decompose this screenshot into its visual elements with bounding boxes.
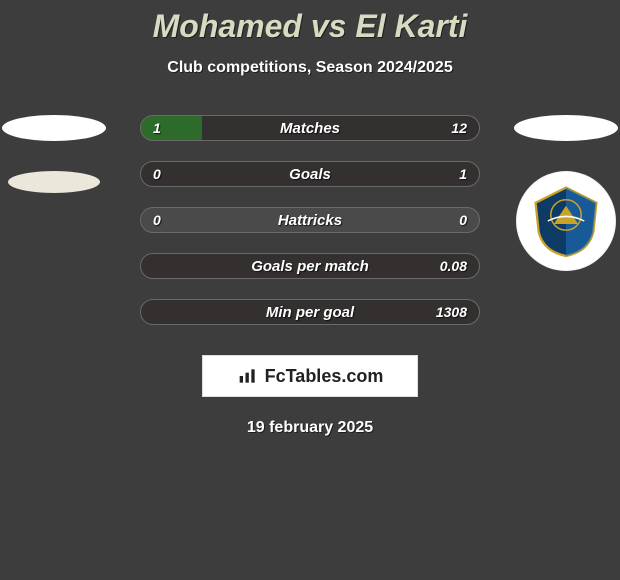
stat-row: 112Matches: [140, 115, 480, 141]
logo-text: FcTables.com: [265, 366, 384, 387]
fctables-logo[interactable]: FcTables.com: [202, 355, 418, 397]
stat-values: 0.08: [141, 254, 479, 278]
stat-row: 00Hattricks: [140, 207, 480, 233]
date-label: 19 february 2025: [0, 419, 620, 437]
pyramids-crest-icon: [528, 183, 604, 259]
stat-values: 1 12: [141, 116, 479, 140]
comparison-panel: 112Matches01Goals00Hattricks0.08Goals pe…: [0, 115, 620, 325]
stat-left-value: 0: [153, 212, 161, 228]
right-club-placeholder-1: [514, 115, 618, 141]
stat-right-value: 1: [459, 166, 467, 182]
stat-right-value: 0: [459, 212, 467, 228]
left-club-placeholder-1: [2, 115, 106, 141]
page-subtitle: Club competitions, Season 2024/2025: [0, 59, 620, 77]
right-club-crest: [516, 171, 616, 271]
stat-right-value: 0.08: [440, 258, 467, 274]
stat-row: 1308Min per goal: [140, 299, 480, 325]
stat-values: 01: [141, 162, 479, 186]
barchart-icon: [237, 366, 259, 386]
stat-values: 1308: [141, 300, 479, 324]
stat-right-value: 12: [451, 120, 467, 136]
stat-row: 01Goals: [140, 161, 480, 187]
stat-right-value: 1308: [436, 304, 467, 320]
stat-row: 0.08Goals per match: [140, 253, 480, 279]
stat-left-value: 1: [153, 120, 161, 136]
stat-bars: 112Matches01Goals00Hattricks0.08Goals pe…: [140, 115, 480, 325]
left-club-placeholder-2: [8, 171, 100, 193]
page-title: Mohamed vs El Karti: [0, 0, 620, 45]
left-player-icons: [0, 115, 114, 193]
right-player-icons: [506, 115, 620, 271]
stat-values: 00: [141, 208, 479, 232]
stat-left-value: 0: [153, 166, 161, 182]
